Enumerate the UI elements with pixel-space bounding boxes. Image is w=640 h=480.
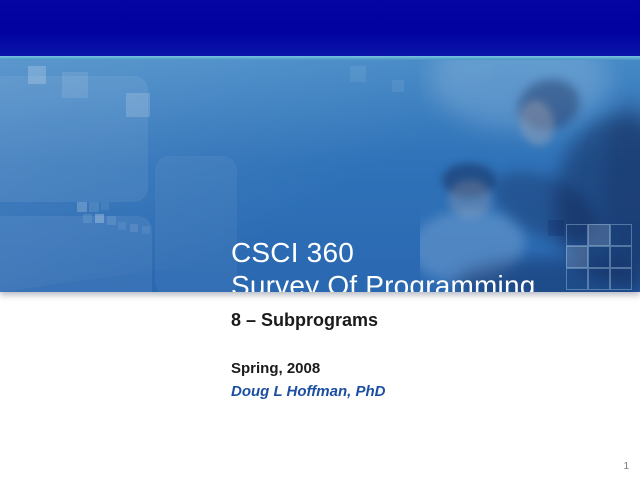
decor-grid-cell: [588, 246, 610, 268]
decor-square: [350, 66, 366, 82]
decor-square: [126, 93, 150, 117]
section-heading: 8 – Subprograms: [231, 310, 379, 330]
photo-man-face: [448, 180, 492, 218]
separator-line: [0, 56, 640, 60]
decor-square: [142, 226, 150, 234]
decor-grid-cell: [610, 246, 632, 268]
decor-square: [62, 72, 88, 98]
photo-people-at-laptop: [420, 60, 640, 292]
slide-title: CSCI 360 Survey Of Programming Languages: [231, 236, 536, 292]
decor-square: [95, 214, 104, 223]
decor-grid-cell: [588, 224, 610, 246]
decor-square: [107, 216, 116, 225]
decor-grid-cell: [566, 224, 588, 246]
decor-square: [28, 66, 46, 84]
decor-square: [548, 220, 564, 236]
decor-grid-cell: [566, 246, 588, 268]
decor-tile: [0, 216, 152, 292]
decor-grid-cell: [588, 268, 610, 290]
decor-square: [101, 202, 109, 210]
decor-square: [130, 224, 138, 232]
decor-grid-cell: [610, 224, 632, 246]
slide-title-line-1: CSCI 360: [231, 237, 354, 268]
decor-grid-cell: [610, 268, 632, 290]
decor-tile: [155, 156, 237, 292]
decor-grid-squares: [566, 224, 632, 290]
header-navy-band: [0, 0, 640, 56]
decor-square: [118, 222, 126, 230]
term-text: Spring, 2008: [231, 360, 321, 377]
author-text: Doug L Hoffman, PhD: [231, 383, 386, 400]
slide-title-line-2: Survey Of Programming: [231, 270, 536, 292]
photo-desk-shadow: [455, 258, 640, 292]
hero-banner: CSCI 360 Survey Of Programming Languages: [0, 60, 640, 292]
decor-square: [83, 214, 92, 223]
decor-tile: [0, 76, 148, 202]
decor-grid-cell: [566, 268, 588, 290]
photo-man-hair: [442, 163, 496, 197]
decor-square: [392, 80, 404, 92]
decor-square: [77, 202, 87, 212]
decor-square: [89, 202, 99, 212]
page-number: 1: [623, 461, 629, 472]
